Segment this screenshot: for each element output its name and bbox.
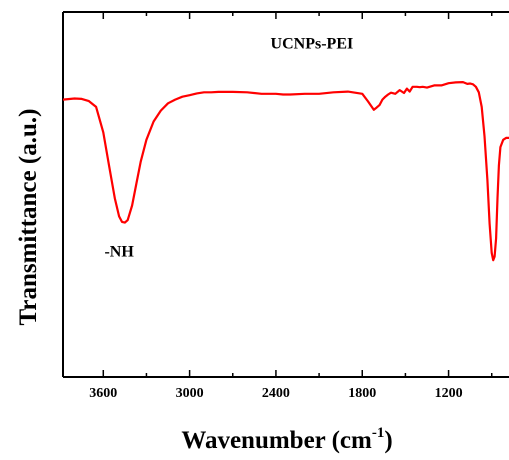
x-tick-label: 2400 bbox=[262, 386, 290, 401]
x-axis-title-main: Wavenumber (cm bbox=[181, 427, 372, 454]
x-axis-title: Wavenumber (cm-1) bbox=[181, 425, 392, 454]
series-line-ucnps-pei bbox=[62, 81, 509, 262]
x-tick-label: 3000 bbox=[176, 386, 204, 401]
x-axis-title-end: ) bbox=[384, 427, 392, 454]
series-layer bbox=[62, 81, 509, 262]
x-axis-ticks: 3600 3000 2400 1800 1200 bbox=[89, 12, 493, 401]
plot-frame bbox=[62, 11, 509, 378]
annotation-nh-peak: -NH bbox=[104, 244, 134, 261]
y-axis-title: Transmittance (a.u.) bbox=[15, 109, 42, 326]
x-axis-title-sup: -1 bbox=[372, 425, 385, 441]
x-tick-label: 1200 bbox=[435, 386, 463, 401]
x-tick-label: 3600 bbox=[89, 386, 117, 401]
x-tick-label: 1800 bbox=[348, 386, 376, 401]
annotation-sample-label: UCNPs-PEI bbox=[271, 36, 354, 53]
annotation-layer: UCNPs-PEI -NH bbox=[104, 36, 353, 261]
